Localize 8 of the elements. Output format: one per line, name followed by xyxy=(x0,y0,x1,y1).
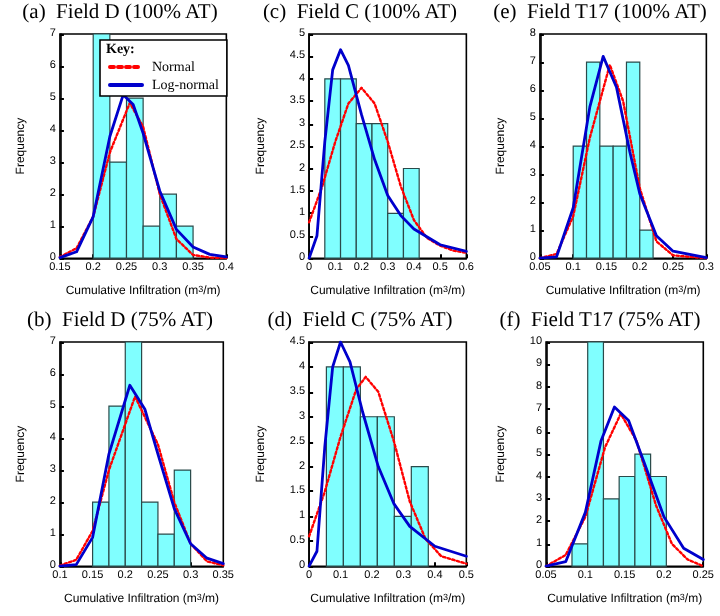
chart-title: (d) Field C (75% AT) xyxy=(267,310,454,332)
line-series xyxy=(307,86,468,255)
chart-title: (a) Field D (100% AT) xyxy=(22,2,219,24)
chart-title: (e) Field T17 (100% AT) xyxy=(493,2,708,24)
chart-title: (c) Field C (100% AT) xyxy=(262,2,459,24)
line-series xyxy=(307,340,468,568)
chart-title: (f) Field T17 (75% AT) xyxy=(499,310,702,332)
chart-title: (b) Field D (75% AT) xyxy=(26,310,215,332)
